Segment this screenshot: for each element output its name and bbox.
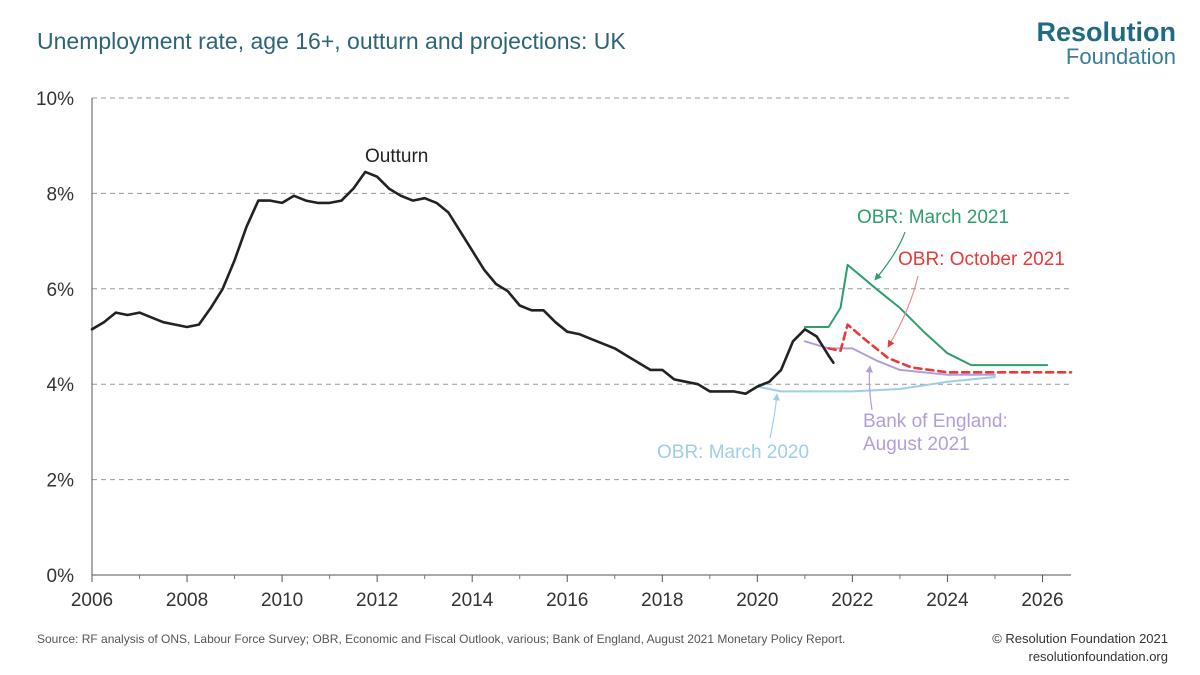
arrow-obr-october-2021: [887, 275, 919, 348]
x-tick-label: 2024: [926, 590, 969, 611]
annotation-obr-october-2021: OBR: October 2021: [898, 249, 1065, 270]
annotation-bank-of-england: Bank of England:: [863, 411, 1008, 432]
x-tick-label: 2012: [356, 590, 398, 611]
x-tick-label: 2008: [166, 590, 208, 611]
y-tick-label: 10%: [36, 89, 74, 110]
website-text: resolutionfoundation.org: [1028, 649, 1169, 664]
arrow-bank-of-england: [865, 365, 873, 411]
x-tick-label: 2020: [736, 590, 778, 611]
x-tick-label: 2026: [1021, 590, 1063, 611]
arrow-obr-march-2021: [874, 231, 906, 281]
annotation-outturn: Outturn: [365, 146, 428, 167]
y-tick-label: 2%: [47, 471, 75, 492]
annotation-obr-march-2021: OBR: March 2021: [857, 207, 1009, 228]
x-tick-label: 2014: [451, 590, 494, 611]
x-tick-label: 2022: [831, 590, 873, 611]
arrow-obr-march-2020: [769, 393, 780, 439]
series-line-obr-march-2020: [756, 376, 996, 393]
series-line-outturn: [90, 170, 835, 395]
x-tick-label: 2018: [641, 590, 683, 611]
x-tick-label: 2010: [261, 590, 303, 611]
resolution-foundation-logo: Resolution Foundation: [1037, 18, 1177, 68]
source-note: Source: RF analysis of ONS, Labour Force…: [37, 632, 846, 646]
x-tick-label: 2016: [546, 590, 588, 611]
copyright-block: © Resolution Foundation 2021 resolutionf…: [992, 630, 1168, 666]
copyright-text: © Resolution Foundation 2021: [992, 631, 1168, 646]
series-line-obr-october-2021: [827, 323, 1073, 374]
chart-title: Unemployment rate, age 16+, outturn and …: [37, 28, 626, 54]
series-line-obr-march-2021: [803, 263, 1049, 367]
y-tick-label: 0%: [47, 566, 75, 587]
logo-main-text: Resolution: [1036, 17, 1177, 47]
annotation-obr-march-2020: OBR: March 2020: [657, 442, 809, 463]
series-line-bank-of-england-august-2021: [803, 340, 996, 376]
annotation-august-2021: August 2021: [863, 434, 970, 455]
y-tick-label: 6%: [47, 280, 75, 301]
y-tick-label: 4%: [47, 375, 75, 396]
logo-sub-text: Foundation: [1065, 44, 1176, 69]
y-tick-label: 8%: [47, 184, 75, 205]
x-tick-label: 2006: [71, 590, 113, 611]
